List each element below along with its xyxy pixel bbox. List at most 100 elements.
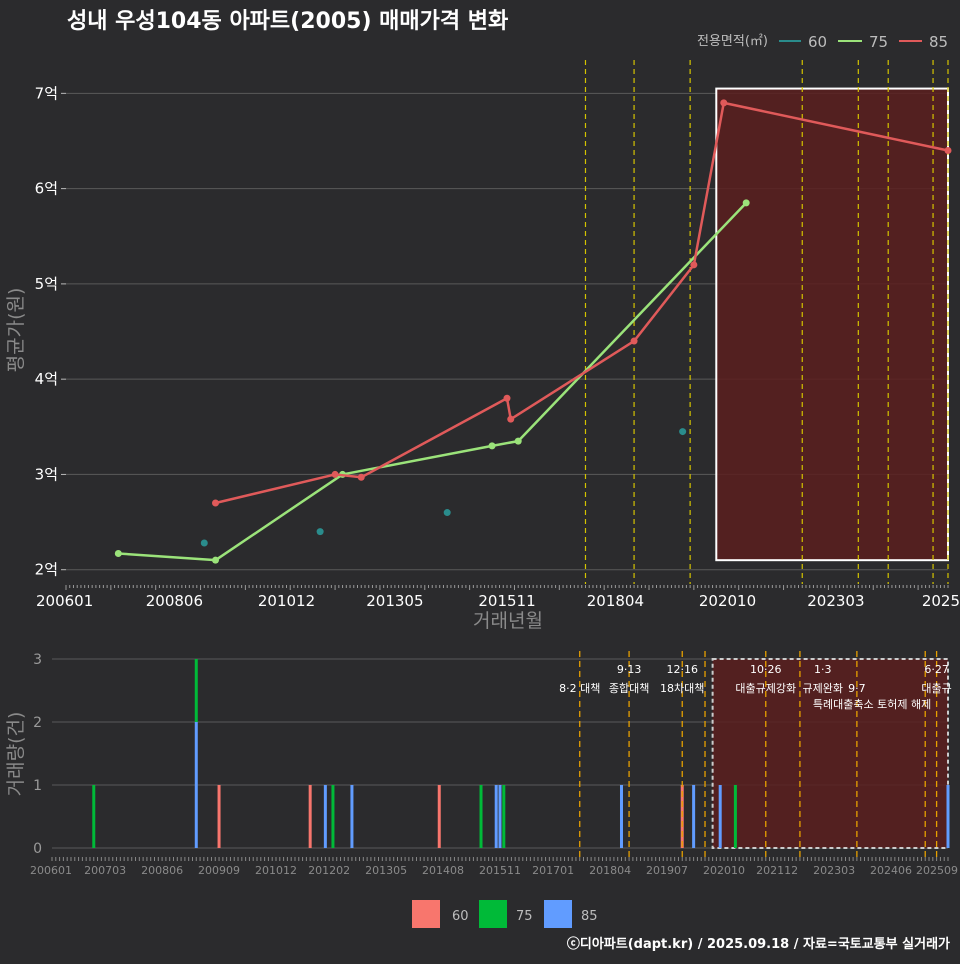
bar-10 xyxy=(494,785,498,848)
bottom-x-tick-label-13: 202112 xyxy=(756,864,798,877)
bar-6 xyxy=(331,785,335,848)
bar-16 xyxy=(718,785,722,848)
bar-3 xyxy=(217,785,221,848)
point-75-1 xyxy=(211,556,219,564)
policy-label-4: 18차대책 xyxy=(660,682,704,695)
policy-label-5: 10·26 xyxy=(750,663,782,676)
bar-17 xyxy=(733,785,737,848)
bar-15 xyxy=(692,785,696,848)
legend2-label-60: 60 xyxy=(452,909,469,924)
bottom-highlight-box xyxy=(711,658,949,849)
bottom-x-tick-label-4: 201012 xyxy=(255,864,297,877)
bottom-y-axis-label: 거래량(건) xyxy=(5,712,27,797)
point-75-5 xyxy=(742,199,750,207)
chart-title: 성내 우성104동 아파트(2005) 매매가격 변화 xyxy=(67,9,508,34)
top-y-ticks: 2억 3억 4억 5억 6억 7억 xyxy=(35,84,66,579)
point-85-0 xyxy=(211,499,219,507)
series-line-75 xyxy=(118,202,748,562)
point-85-2 xyxy=(357,473,365,481)
y-tick-label-0: 2억 xyxy=(35,561,58,579)
y-tick-label-4: 6억 xyxy=(35,180,58,198)
policy-label-8: 규제완화 xyxy=(802,682,842,695)
x-axis-label: 거래년월 xyxy=(473,610,543,632)
x-tick-label-6: 202010 xyxy=(699,592,756,610)
bottom-x-tick-label-2: 200806 xyxy=(141,864,183,877)
top-x-ticks: 200601 200806 201012 201305 201511 201804 2020… xyxy=(36,592,960,610)
top-policy-lines xyxy=(584,60,949,584)
bar-11 xyxy=(498,785,502,848)
point-60-1 xyxy=(316,528,324,536)
legend-label-85: 85 xyxy=(929,33,948,51)
bar-8 xyxy=(437,785,441,848)
policy-label-7: 1·3 xyxy=(814,663,832,676)
bottom-minor-ticks xyxy=(51,857,949,861)
point-85-3 xyxy=(503,394,511,402)
y-tick-label-5: 7억 xyxy=(35,84,58,102)
bottom-x-tick-label-8: 201511 xyxy=(479,864,521,877)
bottom-policy-labels: 8·2 대책 9·13 종합대책 12·16 18차대책 10·26 대출규제강화 1·3 규제… xyxy=(559,663,952,711)
y-tick-label-3: 5억 xyxy=(35,275,58,293)
x-tick-label-5: 201804 xyxy=(587,592,644,610)
y-tick-label-2: 4억 xyxy=(35,370,58,388)
x-tick-label-0: 200601 xyxy=(36,592,93,610)
bottom-x-tick-label-1: 200703 xyxy=(84,864,126,877)
bottom-x-tick-label-7: 201408 xyxy=(422,864,464,877)
bottom-x-tick-label-14: 202303 xyxy=(813,864,855,877)
point-75-0 xyxy=(114,550,122,558)
bottom-bars xyxy=(92,659,950,848)
bottom-y-ticks: 0 1 2 3 xyxy=(33,652,42,857)
bar-13 xyxy=(619,785,623,848)
bottom-x-ticks: 200601 200703 200806 200909 201012 201202 2013… xyxy=(30,864,958,877)
legend-label-75: 75 xyxy=(869,33,888,51)
bottom-y-tick-label-1: 1 xyxy=(33,778,42,794)
policy-label-0: 8·2 대책 xyxy=(559,682,600,695)
policy-label-6: 대출규제강화 xyxy=(735,682,796,695)
point-85-7 xyxy=(720,99,728,107)
policy-label-9: 9·7 xyxy=(848,682,866,695)
bar-12 xyxy=(502,785,506,848)
x-tick-label-7: 202303 xyxy=(807,592,864,610)
point-85-6 xyxy=(690,261,698,269)
bar-5 xyxy=(323,785,327,848)
y-tick-label-1: 3억 xyxy=(35,465,58,483)
legend2-swatch-75 xyxy=(479,900,507,928)
x-tick-label-2: 201012 xyxy=(258,592,315,610)
bottom-highlight-region xyxy=(711,658,949,849)
point-85-1 xyxy=(331,470,339,478)
point-85-5 xyxy=(630,337,638,345)
top-minor-ticks xyxy=(65,585,949,590)
point-75-3 xyxy=(488,442,496,450)
legend-label-60: 60 xyxy=(808,33,827,51)
bottom-x-tick-label-6: 201305 xyxy=(365,864,407,877)
bottom-x-tick-label-0: 200601 xyxy=(30,864,72,877)
x-tick-label-1: 200806 xyxy=(146,592,203,610)
policy-label-10: 특례대출축소 토허제 해제 xyxy=(813,697,931,711)
legend2-swatch-85 xyxy=(544,900,572,928)
footer-credit: ⓒ디아파트(dapt.kr) / 2025.09.18 / 자료=국토교통부 실… xyxy=(567,936,950,952)
point-60-2 xyxy=(443,509,451,517)
bottom-x-tick-label-16: 202509 xyxy=(916,864,958,877)
x-tick-label-3: 201305 xyxy=(366,592,423,610)
top-legend: 전용면적(㎡) 60 75 85 xyxy=(697,33,948,51)
top-highlight-region xyxy=(715,87,950,562)
y-axis-label: 평균가(원) xyxy=(5,288,27,373)
bottom-y-tick-label-2: 2 xyxy=(33,715,42,731)
bottom-y-tick-label-3: 3 xyxy=(33,652,42,668)
bar-1 xyxy=(194,722,198,848)
point-85-4 xyxy=(507,415,515,423)
bar-18 xyxy=(946,785,950,848)
policy-label-12: 대출규 xyxy=(921,682,951,695)
x-tick-label-4: 201511 xyxy=(478,592,535,610)
policy-label-2: 종합대책 xyxy=(609,682,649,695)
bottom-x-tick-label-15: 202406 xyxy=(870,864,912,877)
point-85-8 xyxy=(944,147,952,155)
bottom-x-tick-label-9: 201701 xyxy=(532,864,574,877)
policy-label-3: 12·16 xyxy=(666,663,698,676)
policy-label-11: 6·27 xyxy=(924,663,949,676)
bottom-legend: 60 75 85 xyxy=(412,900,598,928)
bottom-x-tick-label-12: 202010 xyxy=(703,864,745,877)
point-75-4 xyxy=(514,437,522,445)
point-60-0 xyxy=(200,539,208,547)
